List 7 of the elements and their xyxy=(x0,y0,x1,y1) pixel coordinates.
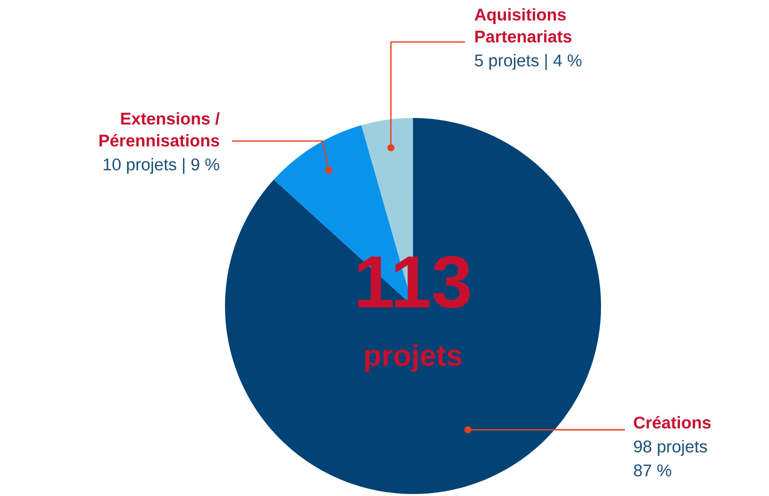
data-label: 98 projets 87 % xyxy=(634,440,707,476)
data-label: 5 projets | 4 % xyxy=(474,54,582,70)
text: projets xyxy=(365,344,462,372)
slice-label: Créations xyxy=(634,416,711,429)
slice-label: Extensions / Pérennisations xyxy=(100,112,220,147)
data-label: 10 projets | 9 % xyxy=(104,158,220,174)
slice-label: Aquisitions Partenariats xyxy=(474,8,572,43)
